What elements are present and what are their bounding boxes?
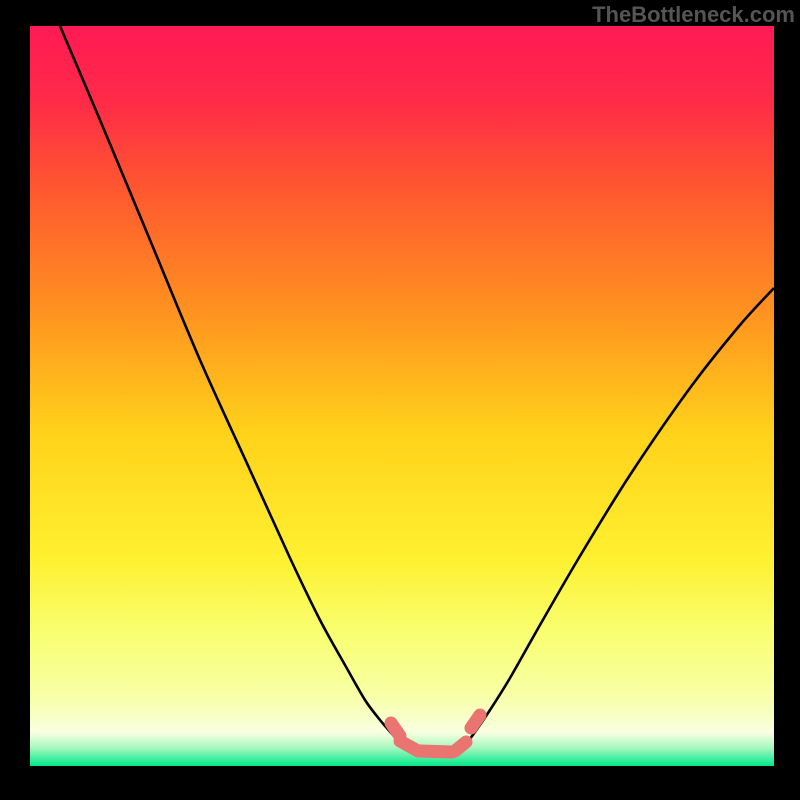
- watermark-label: TheBottleneck.com: [592, 2, 795, 27]
- bottleneck-chart: TheBottleneck.com: [0, 0, 800, 800]
- dash-segment: [420, 751, 452, 752]
- chart-container: TheBottleneck.com: [0, 0, 800, 800]
- dash-segment: [471, 715, 480, 728]
- plot-area: [30, 26, 774, 766]
- dash-segment: [391, 723, 400, 736]
- dash-segment: [455, 742, 466, 751]
